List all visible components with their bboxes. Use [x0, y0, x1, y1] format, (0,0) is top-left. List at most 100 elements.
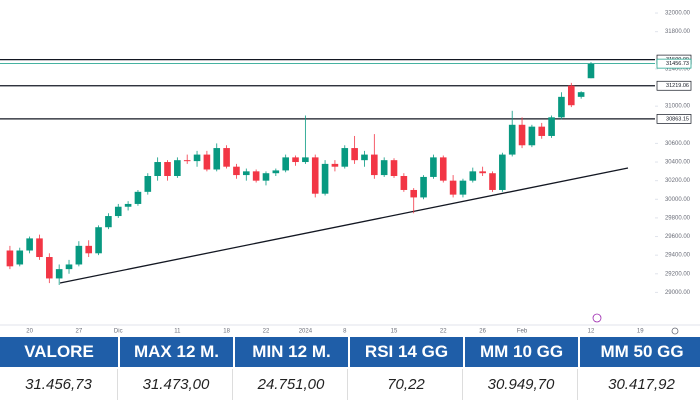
level-label: 31219.06 [666, 83, 689, 89]
candle-body [548, 117, 555, 136]
level-label-box [656, 80, 692, 91]
table-cell: 24.751,00 [235, 369, 348, 400]
candle-body [302, 157, 309, 163]
x-tick-label: 20 [26, 329, 33, 335]
candle-body [351, 148, 358, 161]
candle-body [124, 203, 132, 207]
candle-body [105, 216, 112, 228]
candle-body [587, 63, 595, 79]
trend-line [59, 167, 629, 284]
candle-body [213, 148, 221, 170]
y-tick-label: 29800.00 [665, 215, 691, 221]
candle-body [223, 148, 230, 167]
candle-body [528, 126, 536, 146]
candle-body [430, 157, 437, 177]
x-tick-label: 22 [263, 329, 270, 335]
level-label: 30863.15 [666, 116, 689, 122]
chart: 29000.00 29200.00 29400.00 29600.00 29800.00… [0, 11, 700, 335]
candle-body [321, 163, 329, 194]
table-header-cell: VALORE [0, 337, 118, 367]
table-cell: 30.949,70 [465, 369, 578, 400]
candle-body [282, 157, 289, 171]
x-tick-label: 18 [223, 329, 230, 335]
x-tick-label: Feb [517, 329, 528, 335]
level-label-box [656, 58, 692, 69]
table-header-cell: MIN 12 M. [235, 337, 348, 367]
y-tick-label: 29000.00 [665, 290, 691, 296]
y-tick-label: 31400.00 [665, 66, 691, 72]
y-tick-label: 30000.00 [665, 197, 691, 203]
y-tick-label: 31000.00 [665, 104, 691, 110]
candle-body [567, 85, 575, 106]
candle-body [459, 180, 467, 195]
candle-body [26, 238, 33, 251]
candle-body [85, 245, 93, 254]
table-header-cell: MM 50 GG [580, 337, 700, 367]
x-tick-label: 11 [174, 329, 181, 335]
candle-body [134, 191, 142, 204]
candle-body [499, 154, 506, 190]
table-header-cell: MM 10 GG [465, 337, 578, 367]
x-tick-label: 15 [391, 329, 398, 335]
candle-body [183, 160, 191, 162]
candle-body [242, 171, 250, 176]
y-tick-label: 30400.00 [665, 160, 691, 166]
candle-body [174, 160, 181, 177]
settings-icon[interactable] [671, 327, 679, 335]
candle-body [420, 176, 427, 198]
candle-body [203, 154, 211, 170]
x-tick-label: 22 [440, 329, 447, 335]
candle-body [371, 154, 378, 176]
candle-body [75, 245, 83, 265]
event-icon[interactable] [592, 313, 602, 323]
x-tick-label: 2024 [299, 329, 313, 335]
y-tick-label: 31800.00 [665, 29, 691, 35]
candle-body [95, 227, 102, 254]
candle-body [154, 162, 161, 177]
y-tick-label: 29600.00 [665, 234, 691, 240]
x-tick-label: 26 [479, 329, 486, 335]
x-tick-label: 12 [588, 329, 595, 335]
candle-body [341, 148, 349, 167]
y-tick-label: 29200.00 [665, 271, 691, 277]
y-tick-label: 30200.00 [665, 178, 691, 184]
candle-body [577, 92, 585, 97]
candle-body [311, 157, 319, 194]
candle-body [233, 166, 240, 176]
candle-body [65, 264, 73, 270]
table-cell: 30.417,92 [580, 369, 700, 400]
x-tick-label: 27 [76, 329, 83, 335]
y-tick-label: 30600.00 [665, 141, 691, 147]
x-tick-label: Dic [114, 329, 123, 335]
candle-body [508, 124, 516, 155]
candle-body [6, 250, 14, 267]
table-cell: 70,22 [350, 369, 463, 400]
y-tick-label: 29400.00 [665, 253, 691, 259]
level-label: 31456.73 [666, 61, 689, 67]
candle-body [36, 238, 43, 258]
candle-body [361, 154, 368, 161]
y-tick-label: 32000.00 [665, 11, 691, 17]
candle-body [114, 206, 122, 217]
candle-body [55, 269, 63, 279]
candle-body [46, 257, 53, 279]
table-header-cell: MAX 12 M. [120, 337, 233, 367]
x-tick-label: 19 [637, 329, 644, 335]
candle-body [479, 171, 486, 174]
x-tick-label: 8 [343, 329, 347, 335]
candle-body [292, 157, 299, 163]
candle-body [439, 157, 447, 181]
candle-body [449, 180, 457, 195]
candle-body [538, 126, 546, 136]
candle-body [489, 173, 496, 190]
candle-body [164, 162, 171, 177]
candle-body [558, 96, 565, 118]
candle-body [193, 154, 201, 162]
candle-body [262, 173, 270, 181]
candle-body [390, 160, 398, 177]
summary-table: VALORE MAX 12 M. MIN 12 M. RSI 14 GG MM 10 G… [0, 337, 700, 400]
candle-body [144, 176, 152, 192]
candle-body [252, 171, 260, 181]
candle-body [380, 160, 388, 176]
